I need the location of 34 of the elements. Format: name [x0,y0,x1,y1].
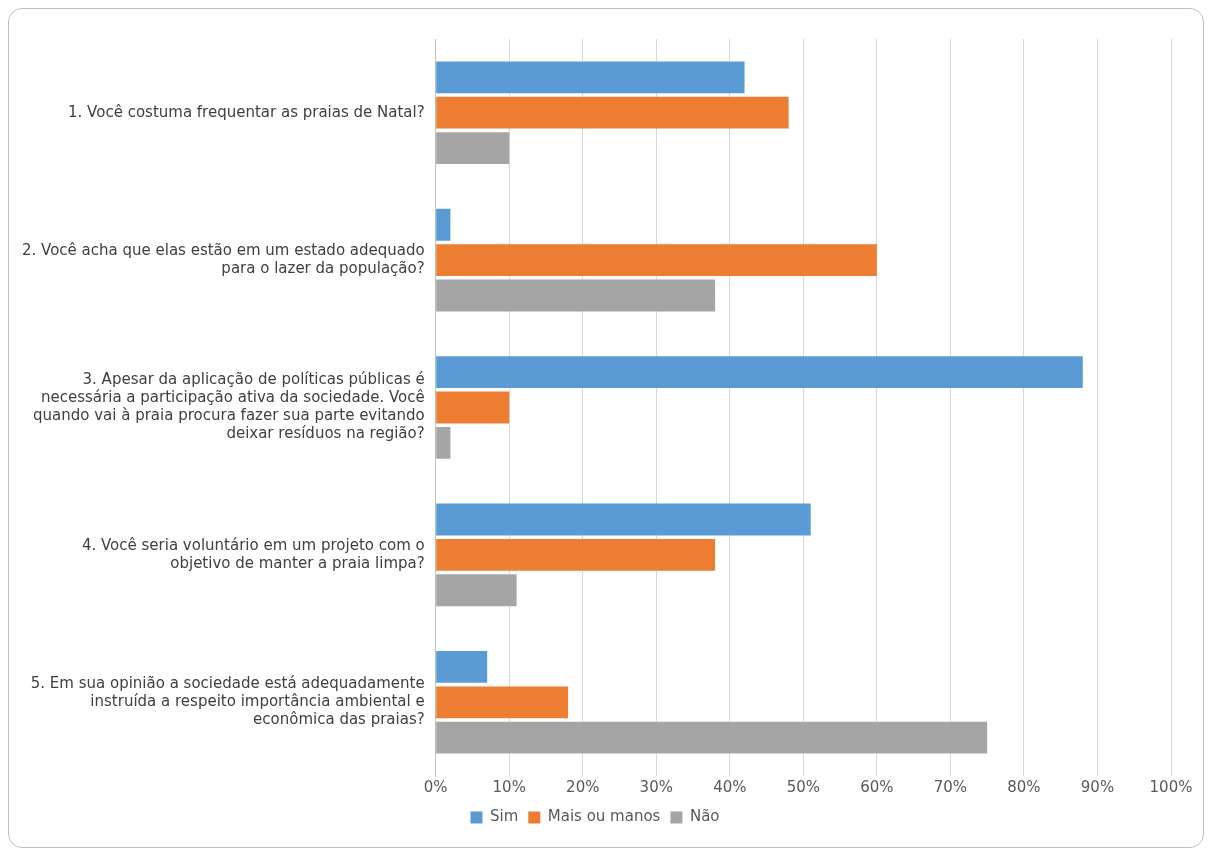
bar [436,132,510,164]
bar [436,686,569,719]
bar [436,279,716,312]
x-tick-label: 0% [423,777,448,796]
x-tick-label: 40% [713,777,747,796]
bar [436,356,1083,389]
bar [436,574,517,607]
x-tick-label: 50% [786,777,821,796]
x-tick-label: 10% [492,777,526,796]
bar [436,721,988,754]
x-tick-label: 90% [1080,777,1115,796]
bar [436,244,877,277]
x-tick-label: 30% [639,777,673,796]
bar [436,208,451,241]
y-tick-label: 4. Você seria voluntário em um projeto com o objetivo de manter a praia limpa? [81,535,425,572]
legend-label: Não [689,807,720,826]
legend-label: Mais ou manos [547,807,661,826]
y-tick-label: 5. Em sua opinião a sociedade está adequadamente instruída a respeito importância ambiental e econômica das praias? [30,674,425,729]
bar [436,538,716,571]
x-tick-label: 70% [933,777,968,796]
bar [436,651,488,683]
x-tick-label: 60% [860,777,894,796]
bar [436,61,745,94]
x-tick-label: 80% [1007,777,1041,796]
legend-label: Sim [489,807,519,826]
bar [436,96,789,129]
y-tick-label: 3. Apesar da aplicação de políticas públicas é necessária a participação ativa da sociedade. Você quando vai à praia procura fazer sua parte evitando deixar resíduos na região? [33,370,425,443]
x-tick-label: 100% [1149,777,1193,796]
y-tick-label: 1. Você costuma frequentar as praias de Natal? [68,102,425,121]
bar [436,503,811,536]
bar [436,426,451,459]
y-tick-label: 2. Você acha que elas estão em um estado adequado para o lazer da população? [22,240,425,277]
x-tick-label: 20% [566,777,600,796]
bar [436,391,510,424]
